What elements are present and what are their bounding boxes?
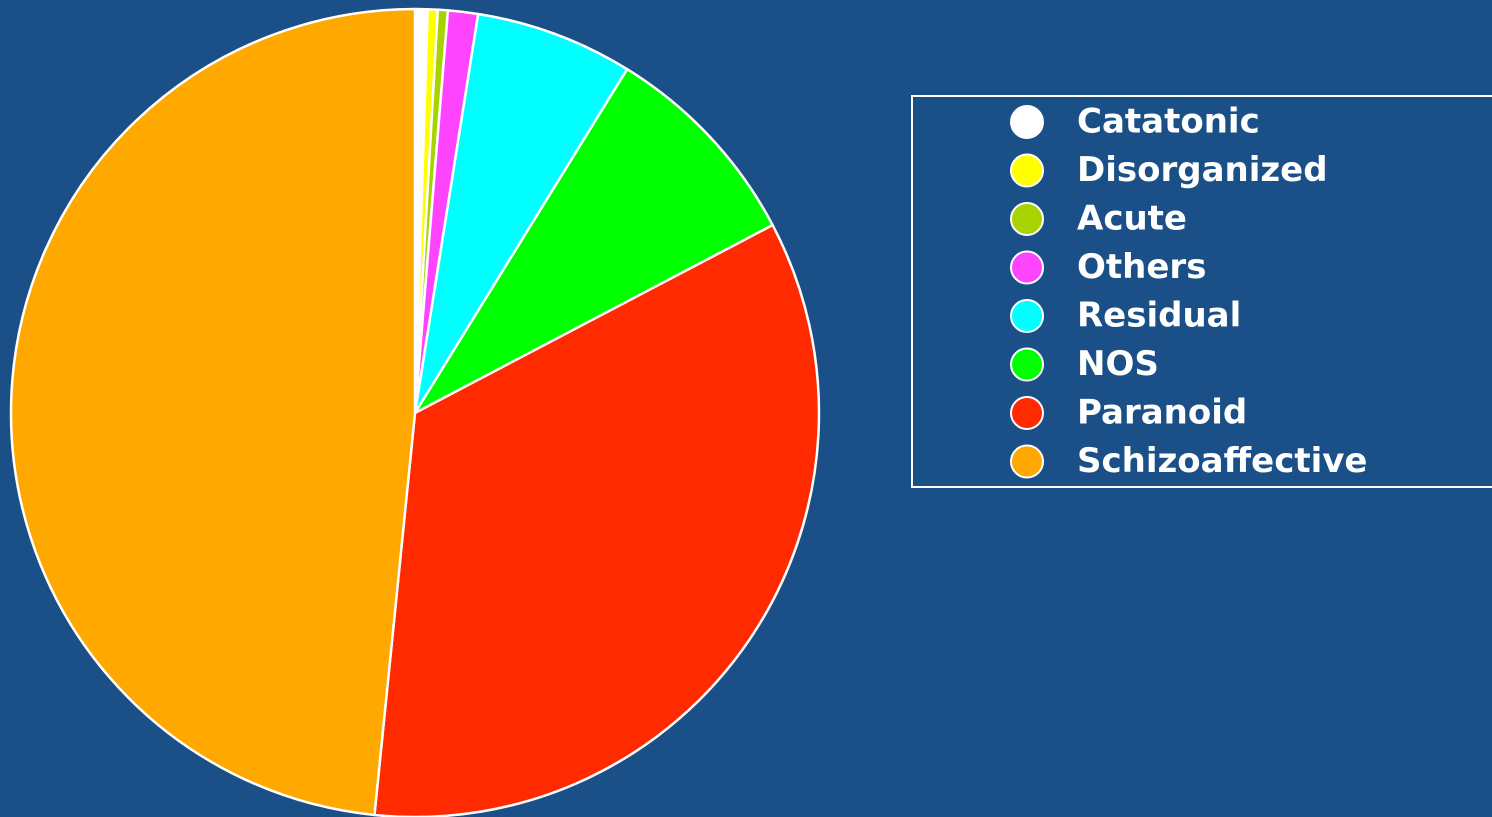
pie-slice bbox=[413, 12, 629, 415]
legend-swatch bbox=[1010, 153, 1044, 188]
legend-swatch bbox=[1010, 444, 1044, 479]
legend-label: Others bbox=[1077, 247, 1206, 287]
legend-label: NOS bbox=[1077, 344, 1159, 384]
legend-swatch bbox=[1010, 347, 1044, 382]
pie-slice bbox=[373, 223, 821, 817]
legend-swatch bbox=[1010, 250, 1044, 285]
legend-label: Paranoid bbox=[1077, 393, 1247, 433]
legend-label: Schizoaffective bbox=[1077, 441, 1367, 481]
legend-swatch bbox=[1010, 396, 1044, 430]
pie-slice bbox=[9, 7, 417, 817]
legend-label: Acute bbox=[1077, 199, 1187, 239]
legend-label: Residual bbox=[1077, 296, 1241, 336]
pie-slice bbox=[413, 67, 774, 415]
legend: Catatonic Disorganized Acute Others Residual… bbox=[911, 95, 1492, 488]
legend-label: Disorganized bbox=[1077, 150, 1328, 190]
legend-swatch bbox=[1010, 202, 1044, 236]
legend-swatch bbox=[1010, 105, 1044, 139]
legend-box bbox=[911, 95, 1492, 488]
legend-swatch bbox=[1010, 299, 1044, 333]
legend-label: Catatonic bbox=[1077, 102, 1260, 142]
